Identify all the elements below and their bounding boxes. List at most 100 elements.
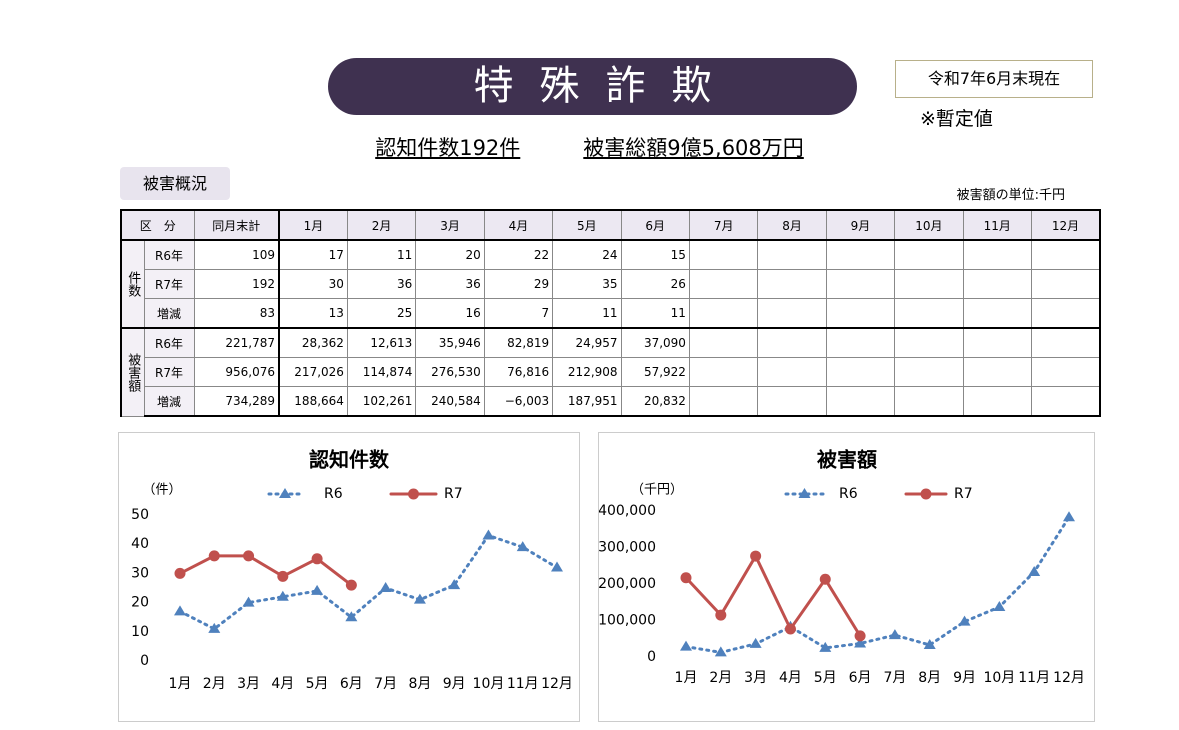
empty-cell	[757, 327, 827, 358]
empty-cell	[1030, 239, 1101, 270]
header-cell: 1月	[278, 209, 348, 241]
empty-cell	[757, 298, 827, 329]
cell: 83	[193, 298, 281, 329]
cell: 37,090	[620, 327, 690, 358]
cell: 13	[278, 298, 348, 329]
header-cell: 2月	[346, 209, 417, 241]
cell: 240,584	[415, 386, 485, 417]
note: ※暫定値	[920, 108, 993, 130]
cell: 35,946	[415, 327, 485, 358]
cell: 36	[346, 269, 417, 299]
x-tick-label: 6月	[340, 676, 363, 692]
row-label: R6年	[143, 239, 195, 270]
marker-circle	[277, 570, 289, 582]
empty-cell	[962, 386, 1032, 417]
x-tick-label: 7月	[374, 676, 397, 692]
unit-note: 被害額の単位:千円	[956, 188, 1065, 203]
empty-cell	[688, 239, 759, 270]
header-cell: 9月	[825, 209, 896, 241]
x-tick-label: 10月	[473, 676, 505, 692]
marker-triangle	[749, 637, 762, 648]
empty-cell	[1030, 298, 1101, 329]
header-cell: 7月	[688, 209, 759, 241]
group-label: 件数	[120, 239, 145, 329]
x-tick-label: 8月	[408, 676, 431, 692]
marker-circle	[680, 572, 692, 584]
empty-cell	[962, 239, 1032, 270]
marker-triangle	[551, 561, 563, 572]
x-tick-label: 12月	[1053, 670, 1085, 686]
marker-triangle	[311, 584, 324, 595]
x-tick-label: 4月	[779, 670, 802, 686]
y-tick-label: 400,000	[599, 503, 656, 519]
legend-label: R6	[839, 486, 858, 502]
x-tick-label: 11月	[1018, 670, 1050, 686]
marker-triangle	[1063, 511, 1075, 522]
summary-count: 認知件数192件	[375, 136, 521, 160]
cell: 28,362	[278, 327, 348, 358]
chart-title: 認知件数	[309, 448, 390, 472]
marker-triangle	[1028, 565, 1041, 576]
table-body: 件数 R6年 109 17 11 20 22 24 15 R7年 192 30 36 36 29 35 26 増減…	[120, 239, 1101, 417]
row-label: 増減	[143, 298, 195, 329]
marker-triangle	[448, 579, 461, 590]
table-row: 被害額 R6年 221,787 28,362 12,613 35,946 82,819 24,…	[120, 327, 1101, 417]
cell: −6,003	[483, 386, 554, 417]
x-tick-label: 5月	[306, 676, 329, 692]
cell: 12,613	[346, 327, 417, 358]
summary-amount: 被害総額9億5,608万円	[583, 136, 804, 160]
empty-cell	[1030, 269, 1101, 299]
cell: 276,530	[415, 357, 485, 387]
marker-triangle	[516, 541, 529, 552]
header-cell: 10月	[894, 209, 964, 241]
cell: 11	[552, 298, 622, 329]
marker-triangle	[819, 641, 832, 652]
x-tick-label: 11月	[507, 676, 539, 692]
empty-cell	[894, 386, 964, 417]
marker-triangle	[276, 590, 289, 601]
marker-triangle	[379, 582, 392, 592]
empty-cell	[757, 269, 827, 299]
series-line	[684, 515, 1071, 654]
y-tick-label: 20	[131, 595, 149, 611]
marker-circle	[819, 573, 831, 585]
cell: 26	[620, 269, 690, 299]
y-axis-label: （千円）	[631, 483, 683, 498]
header-cell: 同月末計	[193, 209, 281, 241]
x-tick-label: 2月	[203, 676, 226, 692]
marker-triangle	[345, 611, 358, 622]
marker-triangle	[854, 637, 867, 648]
marker-triangle	[680, 640, 692, 651]
cell: 956,076	[193, 357, 281, 387]
y-tick-label: 0	[647, 649, 656, 665]
cell: 17	[278, 239, 348, 270]
header-cell: 11月	[962, 209, 1032, 241]
y-tick-label: 100,000	[599, 613, 656, 629]
title: 特殊詐欺	[328, 58, 857, 115]
marker-circle	[311, 553, 323, 565]
y-tick-label: 10	[131, 624, 149, 640]
cell: 102,261	[346, 386, 417, 417]
y-tick-label: 200,000	[599, 576, 656, 592]
x-tick-label: 9月	[953, 670, 976, 686]
table-row: 増減 734,289 188,664 102,261 240,584 −6,003 187,…	[121, 386, 1101, 417]
y-tick-label: 40	[131, 536, 149, 552]
row-label: R7年	[143, 269, 195, 299]
empty-cell	[825, 327, 896, 358]
x-tick-label: 7月	[883, 670, 906, 686]
marker-triangle	[714, 646, 727, 657]
y-tick-label: 300,000	[599, 540, 656, 556]
empty-cell	[825, 357, 896, 387]
marker-triangle	[174, 605, 186, 616]
cell: 57,922	[620, 357, 690, 387]
table-row: 増減 83 13 25 16 7 11 11	[121, 298, 1101, 329]
x-tick-label: 3月	[744, 670, 767, 686]
y-tick-label: 30	[131, 565, 149, 581]
empty-cell	[688, 386, 759, 417]
header-row: 区 分同月末計 1月 2月 3月 4月 5月 6月 7月 8月 9月 10月 11月 12月	[119, 209, 1101, 241]
cell: 82,819	[483, 327, 554, 358]
empty-cell	[962, 327, 1032, 358]
date-box: 令和7年6月末現在	[895, 60, 1093, 98]
